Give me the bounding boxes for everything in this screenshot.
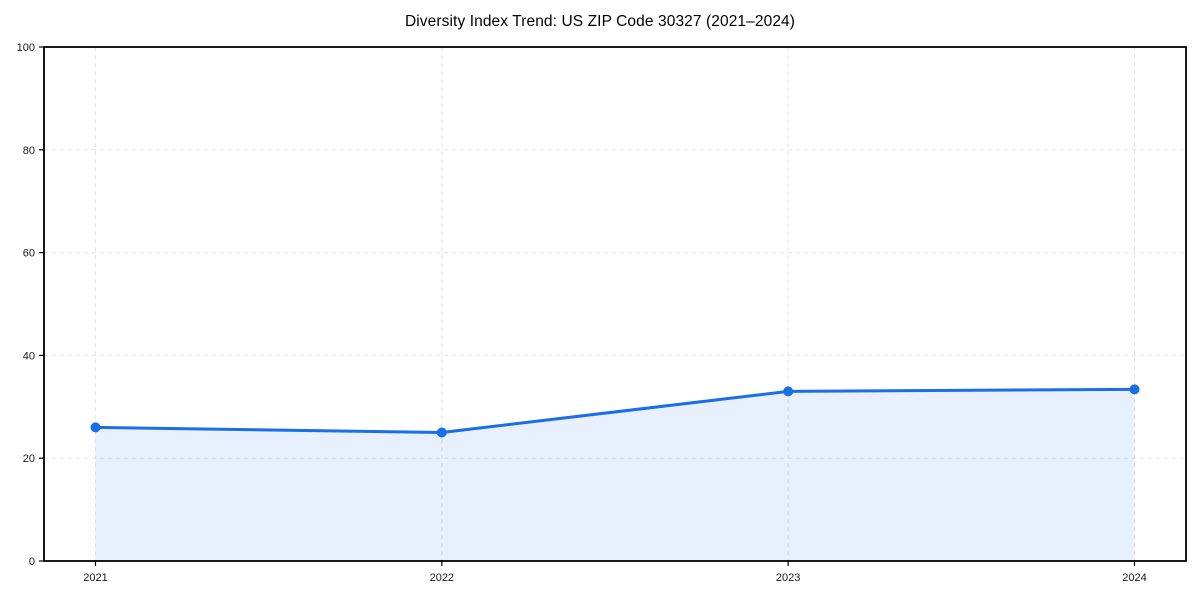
x-tick-label: 2024 (1122, 572, 1146, 584)
data-point (783, 386, 794, 397)
y-tick-label: 60 (23, 248, 35, 260)
y-tick-label: 100 (17, 42, 35, 54)
y-tick-label: 0 (29, 556, 35, 568)
y-tick-label: 80 (23, 145, 35, 157)
x-tick-label: 2022 (430, 572, 454, 584)
data-point (90, 422, 101, 433)
x-tick-label: 2021 (83, 572, 107, 584)
data-point (436, 427, 447, 438)
plot-border (43, 46, 1187, 562)
y-tick-label: 20 (23, 453, 35, 465)
trend-line (94, 387, 1136, 434)
data-point (1129, 384, 1140, 395)
y-tick-label: 40 (23, 350, 35, 362)
x-tick-label: 2023 (776, 572, 800, 584)
area-fill (95, 389, 1135, 561)
chart-title: Diversity Index Trend: US ZIP Code 30327… (404, 13, 796, 30)
